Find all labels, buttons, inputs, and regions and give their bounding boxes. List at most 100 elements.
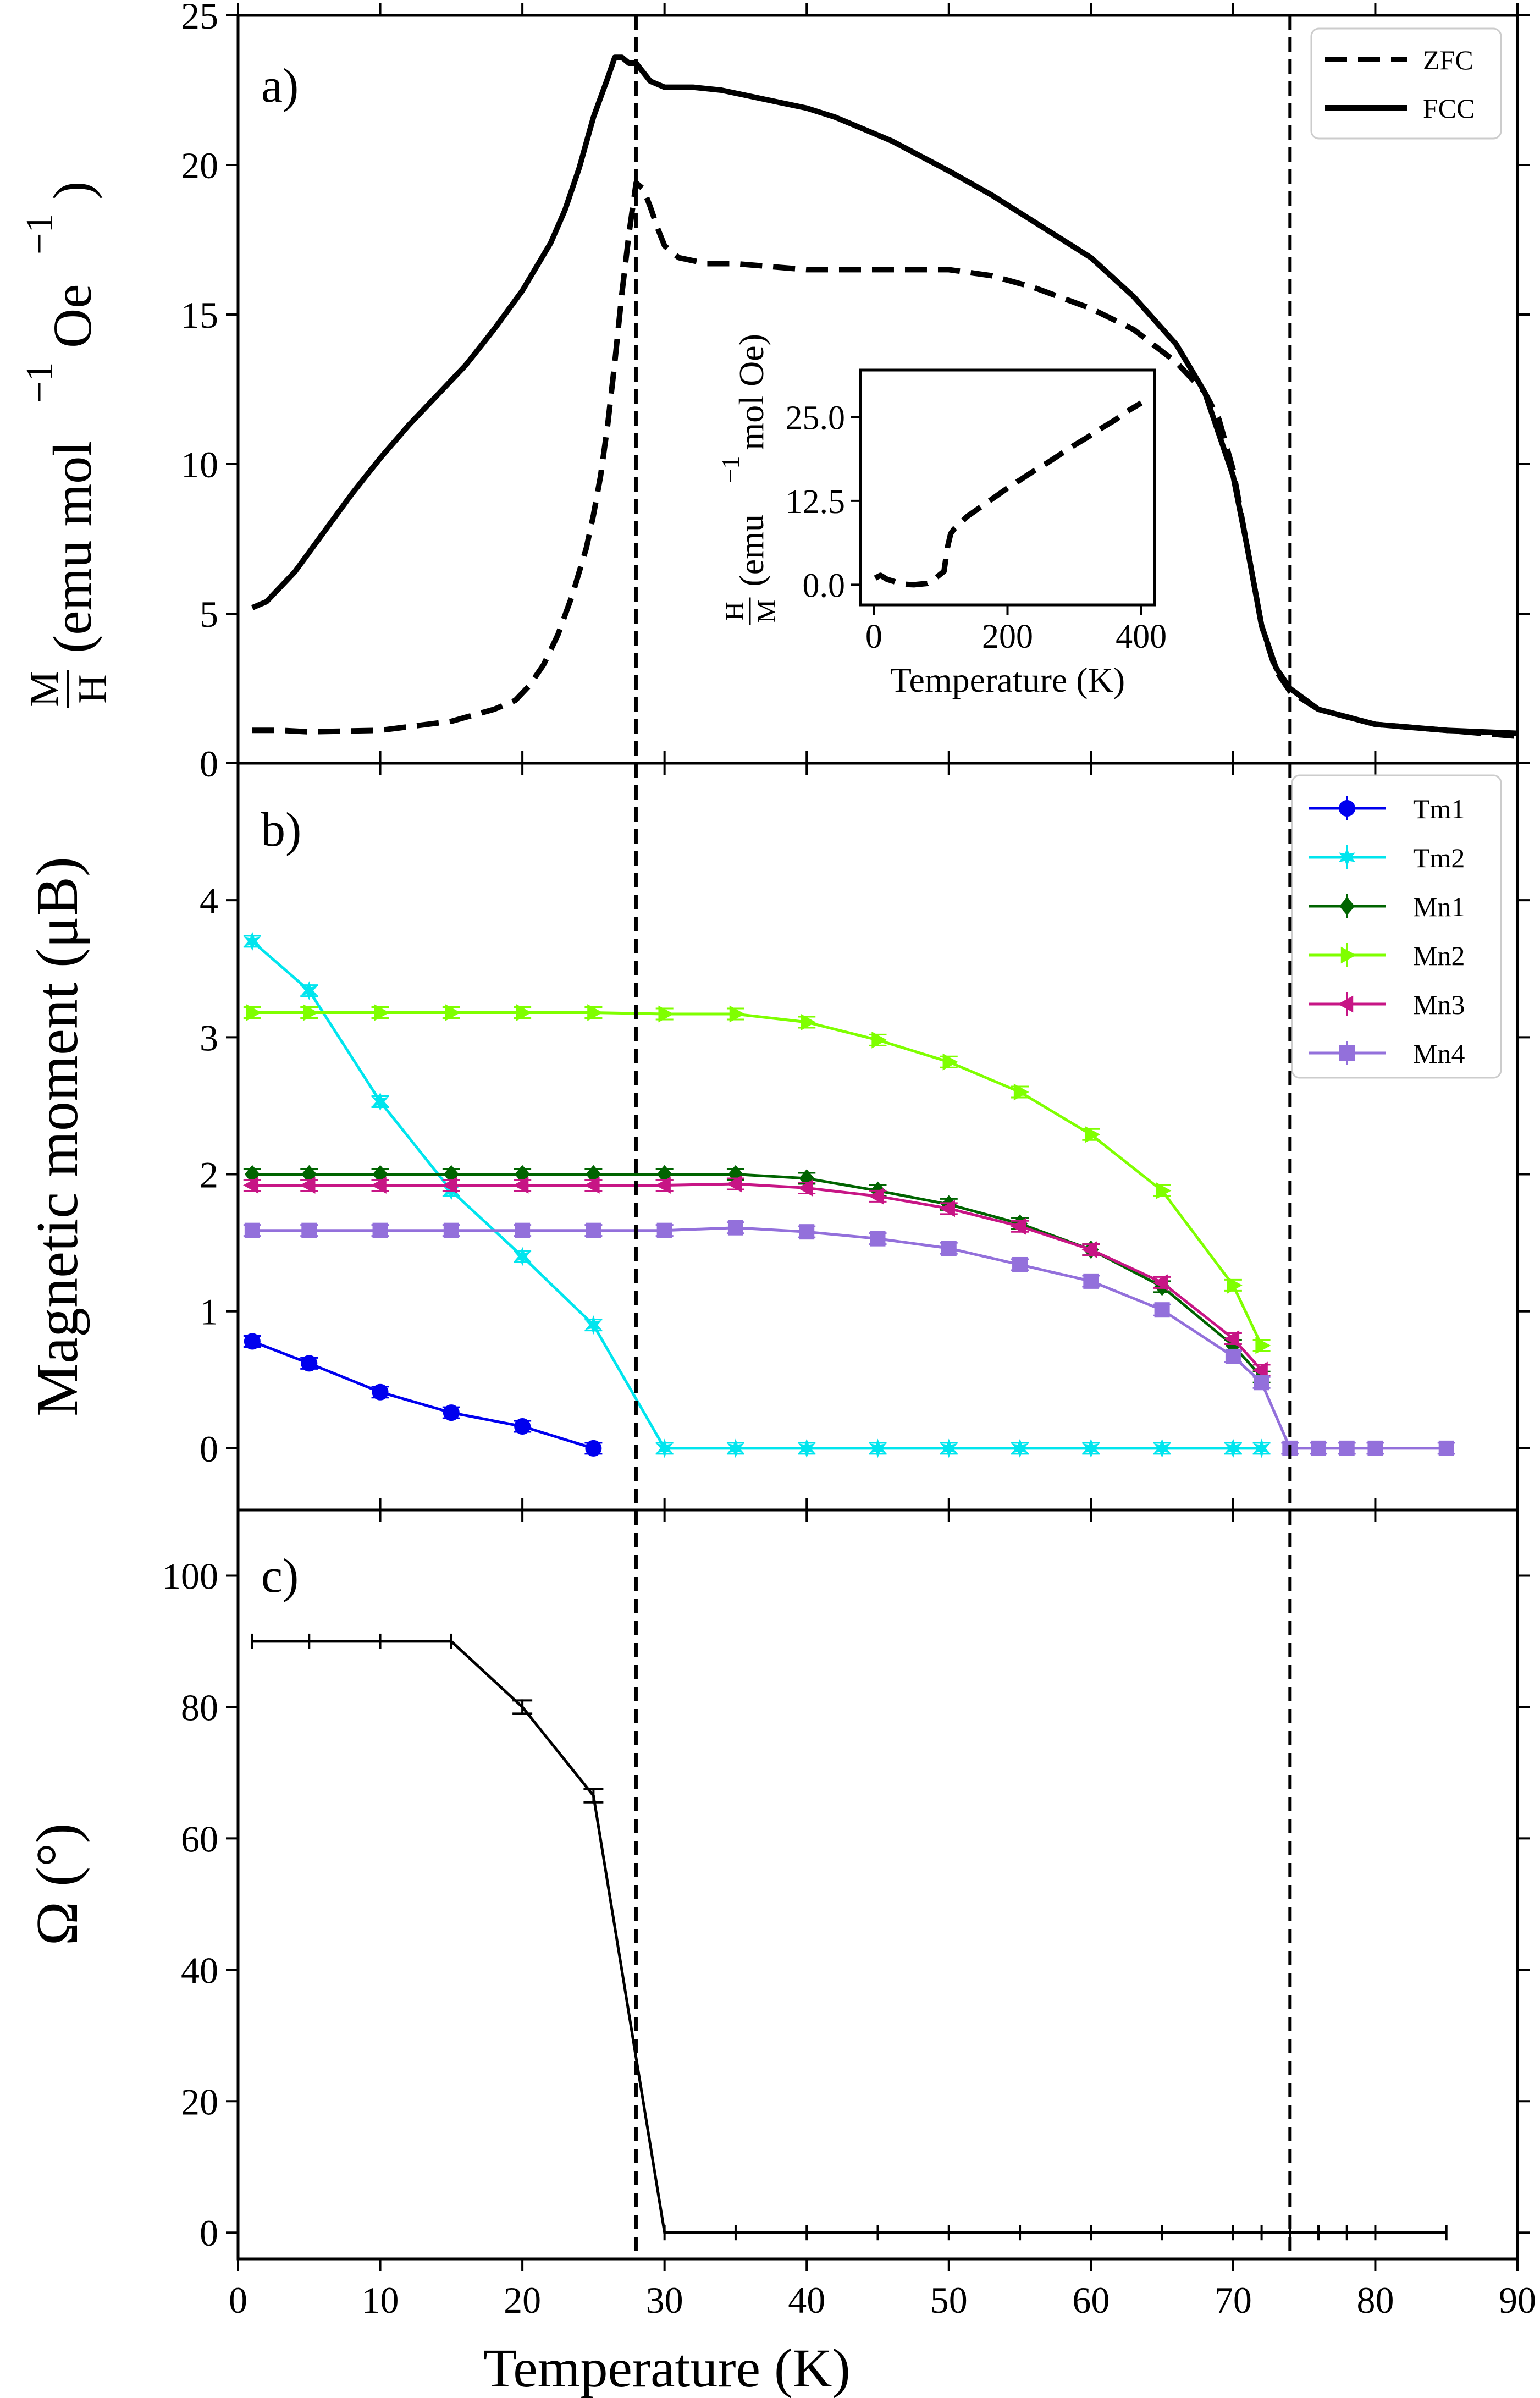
inset-y-tick-label: 25.0 <box>786 399 846 437</box>
data-point-mn4 <box>1154 1302 1170 1318</box>
inset-y-tick-label: 0.0 <box>803 567 846 604</box>
data-point-mn4 <box>586 1222 601 1238</box>
x-tick-label: 10 <box>362 2279 399 2321</box>
inset-ylabel-suffix: mol Oe) <box>732 334 771 450</box>
legend-b: Tm1 Tm2 Mn1 Mn2 Mn3 Mn4 <box>1291 774 1502 1079</box>
data-point-tm2 <box>1011 1438 1029 1458</box>
ylabel-frac-den: H <box>70 674 115 703</box>
y-tick-label: 60 <box>181 1818 218 1860</box>
data-point-tm2 <box>1253 1438 1270 1458</box>
data-point-tm2 <box>372 1092 389 1111</box>
x-tick-label: 20 <box>504 2279 541 2321</box>
data-point-mn4 <box>727 1220 743 1236</box>
legend-label-fcc: FCC <box>1423 93 1475 124</box>
data-point-tm1 <box>514 1418 531 1435</box>
data-point-mn2 <box>246 1004 262 1021</box>
inset-x-axis-label: Temperature (K) <box>890 660 1125 699</box>
x-axis-label: Temperature (K) <box>483 2338 851 2398</box>
data-point-mn2 <box>729 1005 745 1023</box>
series-mn4 <box>243 1220 1455 1456</box>
data-point-mn2 <box>942 1053 958 1071</box>
series-tm2 <box>243 931 1271 1458</box>
y-tick-label: 0 <box>200 2212 218 2254</box>
legend-marker-mn2 <box>1340 946 1356 964</box>
inset-ylabel-frac-num: H <box>720 602 749 621</box>
data-point-mn4 <box>799 1224 815 1240</box>
y-tick-label: 20 <box>181 145 218 186</box>
y-tick-label: 0 <box>200 1428 218 1470</box>
x-tick-label: 0 <box>229 2279 247 2321</box>
y-tick-label: 100 <box>162 1555 218 1597</box>
legend-marker-mn1 <box>1339 897 1355 916</box>
series-line-tm1 <box>251 1340 594 1450</box>
x-tick-label: 40 <box>788 2279 825 2321</box>
data-point-tm1 <box>244 1333 261 1350</box>
data-point-tm2 <box>869 1438 886 1458</box>
data-point-mn4 <box>372 1222 388 1238</box>
x-tick-label: 30 <box>646 2279 683 2321</box>
data-point-tm2 <box>244 931 261 951</box>
legend-label-tm1: Tm1 <box>1413 793 1465 824</box>
x-tick-label: 80 <box>1356 2279 1394 2321</box>
data-point-mn2 <box>445 1004 461 1021</box>
inset-x-tick-label: 200 <box>982 618 1033 655</box>
x-tick-label: 50 <box>930 2279 968 2321</box>
data-point-mn4 <box>443 1222 459 1238</box>
vertical-transition-lines <box>634 15 1292 2259</box>
y-tick-label: 15 <box>181 294 218 336</box>
y-tick-label: 3 <box>200 1017 218 1059</box>
data-point-mn3 <box>584 1177 600 1194</box>
data-point-mn4 <box>1311 1440 1327 1456</box>
x-tick-label: 70 <box>1215 2279 1252 2321</box>
data-point-mn3 <box>655 1177 671 1194</box>
data-point-tm2 <box>514 1247 531 1266</box>
legend-box <box>1291 774 1502 1079</box>
ylabel-frac-num: M <box>22 671 67 707</box>
x-tick-label: 90 <box>1499 2279 1536 2321</box>
ylabel-prefix: (emu mol <box>42 441 103 653</box>
legend-box <box>1310 27 1502 140</box>
panel-label-c: c) <box>261 1550 299 1603</box>
data-point-tm2 <box>301 981 318 1001</box>
data-point-mn4 <box>870 1231 886 1247</box>
series-mn2 <box>243 1004 1271 1354</box>
data-point-mn2 <box>1156 1182 1172 1199</box>
data-point-mn3 <box>1224 1330 1240 1347</box>
data-point-mn3 <box>513 1177 529 1194</box>
data-point-mn2 <box>1227 1276 1243 1294</box>
data-point-mn2 <box>516 1004 532 1021</box>
series-line-tm2 <box>251 940 1262 1450</box>
y-tick-label: 25 <box>181 0 218 37</box>
y-tick-label: 0 <box>200 743 218 785</box>
inset-y-tick-label: 12.5 <box>786 483 846 521</box>
legend-label-mn3: Mn3 <box>1413 989 1465 1020</box>
data-point-mn3 <box>726 1175 742 1193</box>
y-tick-label: 40 <box>181 1949 218 1991</box>
inset-x-tick-label: 0 <box>865 618 882 655</box>
legend-label-zfc: ZFC <box>1423 45 1473 75</box>
panel-c: 0 20 40 60 80 100 0 10 20 30 40 50 60 70 80 90 c) <box>162 1498 1536 2321</box>
inset-frame <box>859 368 1156 607</box>
series-mn3 <box>243 1175 1271 1379</box>
y-tick-label: 5 <box>200 593 218 635</box>
data-point-tm1 <box>443 1404 460 1421</box>
data-point-mn4 <box>1012 1256 1028 1272</box>
data-point-tm1 <box>372 1383 389 1401</box>
inset-ylabel-exp: −1 <box>716 456 744 483</box>
data-point-mn3 <box>1081 1241 1097 1258</box>
y-axis-label-c: Ω (°) <box>25 1823 90 1945</box>
y-axis-label-a: M H (emu mol −1 Oe −1) <box>19 181 115 708</box>
data-point-tm2 <box>940 1438 957 1458</box>
series-line-fcc <box>251 54 1518 736</box>
data-point-mn3 <box>1011 1217 1026 1235</box>
x-axis-label-group: Temperature (K) <box>483 2338 851 2398</box>
data-point-tm2 <box>1153 1438 1171 1458</box>
data-point-mn4 <box>244 1222 260 1238</box>
data-point-mn2 <box>374 1004 390 1021</box>
legend-marker-mn4 <box>1339 1045 1355 1061</box>
data-point-mn4 <box>515 1222 531 1238</box>
ylabel-suffix: ) <box>42 181 103 200</box>
panel-a: 0 5 10 15 20 25 a) ZFC FCC <box>181 0 1530 785</box>
